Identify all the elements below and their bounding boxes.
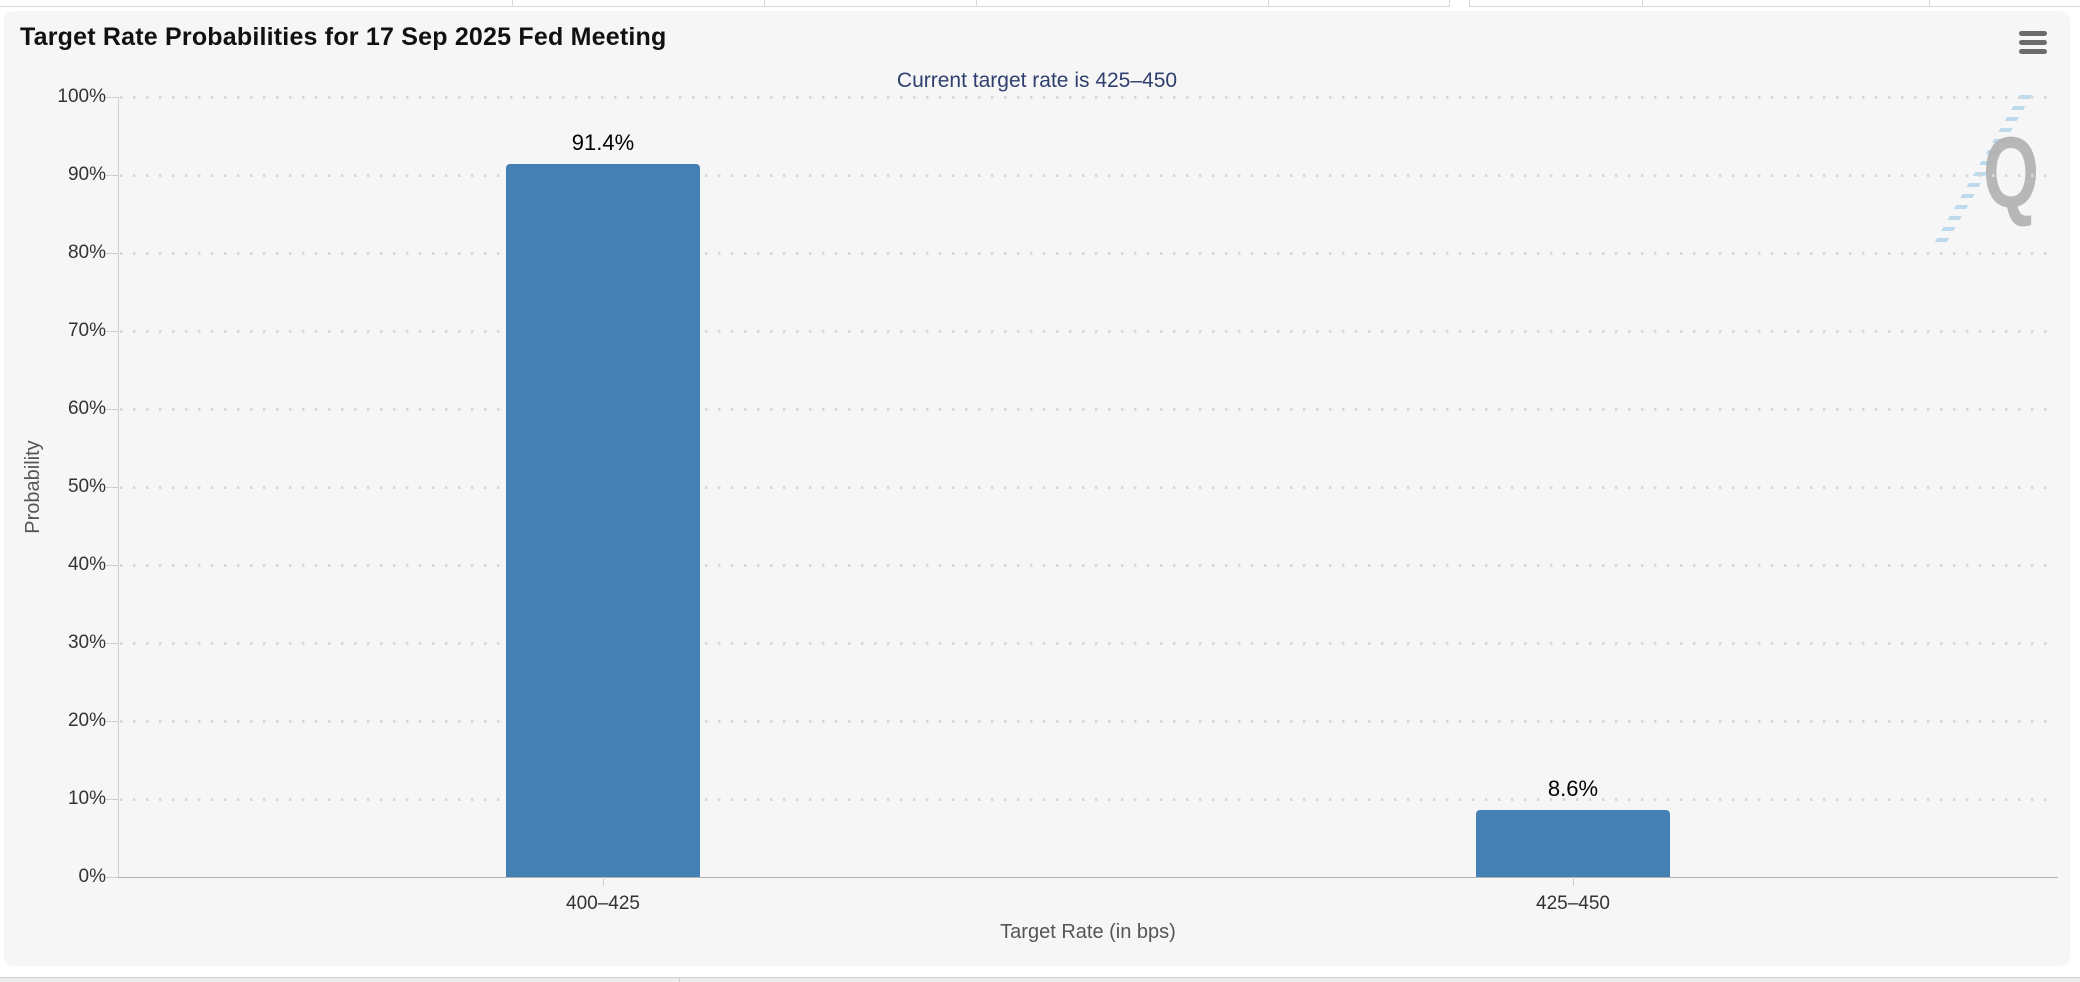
bar-data-label: 8.6%: [1547, 776, 1599, 801]
cell-divider: [1929, 0, 1930, 6]
hamburger-menu-icon: [2019, 39, 2047, 45]
plot-area: 91.4% 8.6% 0% 10% 20% 30% 40% 50% 60% 70% 80% 90% 1…: [22, 86, 2058, 943]
y-tick-label: 70%: [67, 320, 106, 341]
y-tick-mark: [106, 799, 118, 800]
y-tick-label: 20%: [67, 710, 106, 731]
y-tick-mark: [106, 409, 118, 410]
cell-divider: [976, 0, 977, 6]
y-tick-mark: [106, 253, 118, 254]
y-tick-mark: [106, 97, 118, 98]
x-tick-label: 425–450: [1536, 893, 1610, 914]
y-tick-mark: [106, 487, 118, 488]
y-tick-label: 60%: [67, 398, 106, 419]
y-tick-label: 50%: [67, 476, 106, 497]
y-axis-line: [118, 97, 119, 877]
table-row-partial-bottom: [0, 977, 2080, 982]
y-tick-label: 30%: [67, 632, 106, 653]
cell-divider: [764, 0, 765, 6]
x-tick-mark: [603, 877, 604, 886]
chart-title: Target Rate Probabilities for 17 Sep 202…: [20, 23, 667, 51]
gridline-40: [120, 564, 2056, 567]
cell-divider: [1268, 0, 1269, 6]
gridline-70: [120, 330, 2056, 333]
y-tick-label: 80%: [67, 242, 106, 263]
bar-data-label: 91.4%: [571, 130, 635, 155]
table-cell-group: [0, 0, 1450, 7]
y-tick-label: 10%: [67, 788, 106, 809]
chart-context-menu-button[interactable]: [2016, 27, 2050, 57]
y-tick-mark: [106, 331, 118, 332]
probability-bar[interactable]: [1476, 810, 1670, 877]
x-axis-title: Target Rate (in bps): [1000, 921, 1176, 943]
y-tick-mark: [106, 565, 118, 566]
gridline-50: [120, 486, 2056, 489]
hamburger-menu-icon: [2019, 30, 2047, 36]
hamburger-menu-icon: [2019, 48, 2047, 54]
y-tick-label: 100%: [57, 86, 106, 107]
y-tick-mark: [106, 877, 118, 878]
y-tick-label: 0%: [78, 866, 106, 887]
y-tick-mark: [106, 643, 118, 644]
cell-divider: [512, 0, 513, 6]
y-tick-label: 90%: [67, 164, 106, 185]
cell-divider: [1642, 0, 1643, 6]
y-tick-label: 40%: [67, 554, 106, 575]
gridline-90: [120, 174, 2056, 177]
gridline-20: [120, 720, 2056, 723]
gridline-30: [120, 642, 2056, 645]
x-tick-mark: [1573, 877, 1574, 886]
table-row-partial-top: [0, 0, 2080, 8]
cell-divider: [679, 978, 680, 982]
probability-chart-panel: Target Rate Probabilities for 17 Sep 202…: [4, 11, 2070, 966]
y-tick-mark: [106, 721, 118, 722]
gridline-60: [120, 408, 2056, 411]
y-tick-mark: [106, 175, 118, 176]
x-axis-line: [118, 877, 2058, 878]
table-cell-group: [1469, 0, 2080, 7]
gridline-80: [120, 252, 2056, 255]
x-tick-label: 400–425: [566, 893, 640, 914]
y-axis-title-text: Probability: [22, 440, 44, 534]
gridline-100: [120, 96, 2056, 99]
gridline-10: [120, 798, 2056, 801]
probability-bar[interactable]: [506, 164, 700, 877]
chart-subtitle: Current target rate is 425–450: [896, 69, 1178, 92]
